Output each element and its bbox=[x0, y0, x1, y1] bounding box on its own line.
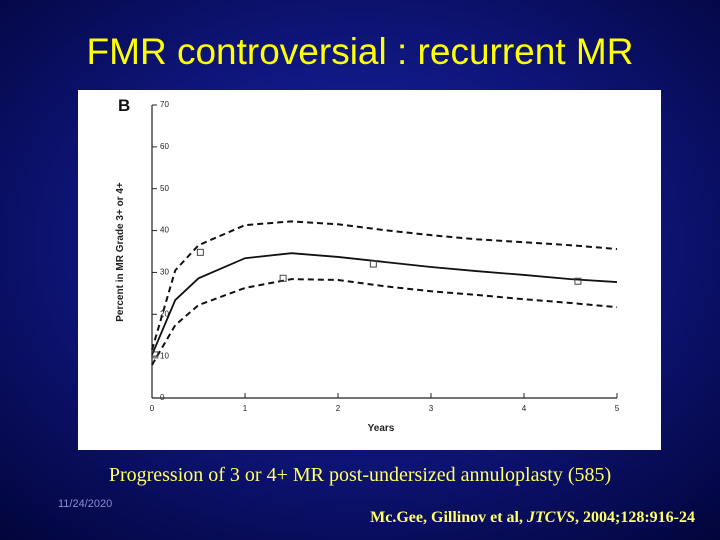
y-tick-label: 0 bbox=[160, 393, 165, 402]
data-point bbox=[196, 248, 204, 256]
citation-journal: JTCVS bbox=[526, 509, 575, 526]
slide-title: FMR controversial : recurrent MR bbox=[87, 31, 634, 72]
data-point bbox=[369, 260, 377, 268]
series-line bbox=[151, 220, 618, 351]
data-point bbox=[279, 274, 287, 282]
x-tick-label: 4 bbox=[522, 404, 527, 413]
y-tick-label: 60 bbox=[160, 142, 169, 151]
x-tick-label: 2 bbox=[336, 404, 341, 413]
y-tick-label: 30 bbox=[160, 268, 169, 277]
date: 11/24/2020 bbox=[58, 498, 112, 510]
y-axis-label: Percent in MR Grade 3+ or 4+ bbox=[115, 182, 126, 322]
x-tick-label: 0 bbox=[150, 404, 155, 413]
series-line bbox=[151, 278, 618, 366]
citation: Mc.Gee, Gillinov et al, JTCVS, 2004;128:… bbox=[370, 509, 695, 526]
data-point bbox=[151, 351, 159, 359]
y-tick-label: 70 bbox=[160, 100, 169, 109]
x-tick-label: 1 bbox=[243, 404, 248, 413]
series-line bbox=[151, 252, 618, 356]
y-tick-label: 20 bbox=[160, 309, 169, 318]
data-point bbox=[574, 277, 582, 285]
y-tick-label: 40 bbox=[160, 226, 169, 235]
caption: Progression of 3 or 4+ MR post-undersize… bbox=[109, 464, 611, 486]
y-tick-label: 50 bbox=[160, 184, 169, 193]
citation-ref: , 2004;128:916-24 bbox=[575, 509, 695, 526]
x-axis-label: Years bbox=[368, 423, 395, 434]
x-tick-label: 5 bbox=[615, 404, 620, 413]
y-tick-label: 10 bbox=[160, 351, 169, 360]
panel-label: B bbox=[118, 96, 130, 115]
citation-authors: Mc.Gee, Gillinov et al, bbox=[370, 509, 527, 526]
x-tick-label: 3 bbox=[429, 404, 434, 413]
